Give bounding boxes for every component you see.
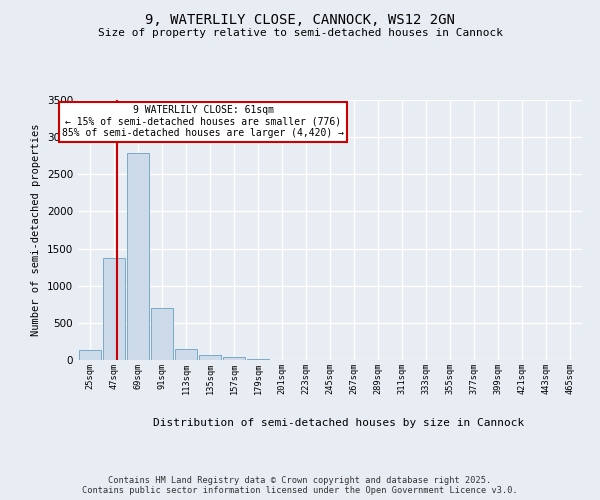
Bar (127, 154, 149, 360)
Text: Size of property relative to semi-detached houses in Cannock: Size of property relative to semi-detach… (97, 28, 503, 38)
Text: 9 WATERLILY CLOSE: 61sqm
← 15% of semi-detached houses are smaller (776)
85% of : 9 WATERLILY CLOSE: 61sqm ← 15% of semi-d… (62, 105, 344, 138)
Bar (247, 358, 269, 360)
Text: Distribution of semi-detached houses by size in Cannock: Distribution of semi-detached houses by … (154, 418, 524, 428)
Bar (79, 350, 101, 360)
Bar (151, 308, 173, 360)
Bar (175, 349, 197, 360)
Bar (223, 357, 245, 360)
Text: 9, WATERLILY CLOSE, CANNOCK, WS12 2GN: 9, WATERLILY CLOSE, CANNOCK, WS12 2GN (145, 12, 455, 26)
Text: Contains HM Land Registry data © Crown copyright and database right 2025.
Contai: Contains HM Land Registry data © Crown c… (82, 476, 518, 495)
Bar (199, 355, 221, 360)
Y-axis label: Number of semi-detached properties: Number of semi-detached properties (31, 124, 41, 336)
Bar (103, 258, 125, 360)
